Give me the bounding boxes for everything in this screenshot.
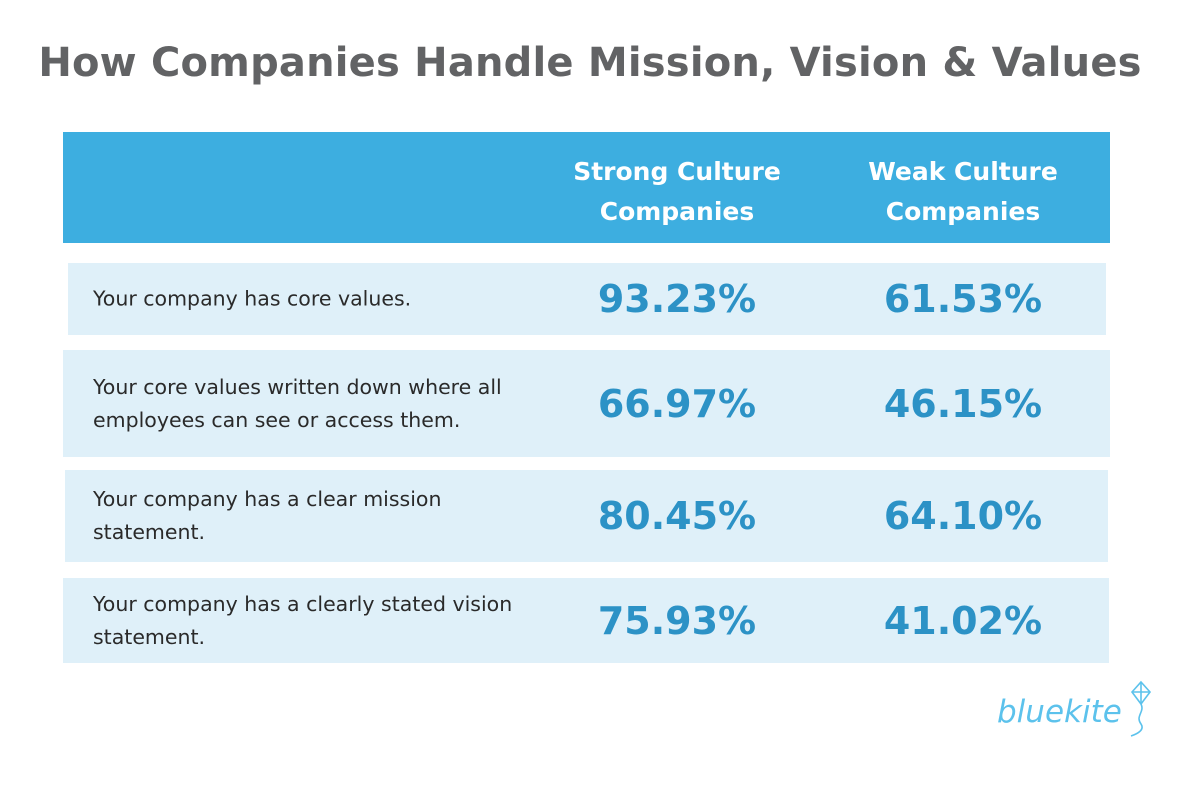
logo-wordmark: bluekite bbox=[997, 694, 1122, 730]
value-weak: 61.53% bbox=[883, 277, 1043, 321]
table-row: Your core values written down where all … bbox=[63, 350, 1110, 457]
row-label: Your core values written down where all … bbox=[93, 374, 502, 432]
value-strong: 80.45% bbox=[597, 494, 757, 538]
value-strong: 66.97% bbox=[597, 381, 757, 426]
value-weak: 41.02% bbox=[883, 598, 1043, 643]
table-header-bar bbox=[63, 132, 1110, 243]
column-header-strong: Strong Culture Companies bbox=[573, 157, 781, 226]
table-row: Your company has a clear mission stateme… bbox=[65, 470, 1108, 562]
row-label: Your company has a clearly stated vision… bbox=[93, 591, 513, 649]
row-label: Your company has a clear mission stateme… bbox=[93, 487, 442, 544]
bluekite-logo: bluekite bbox=[997, 680, 1152, 737]
table-row: Your company has core values. 93.23% 61.… bbox=[68, 263, 1106, 335]
chart-title: How Companies Handle Mission, Vision & V… bbox=[38, 40, 1142, 86]
value-weak: 46.15% bbox=[883, 381, 1043, 426]
table-row: Your company has a clearly stated vision… bbox=[63, 578, 1109, 663]
kite-icon bbox=[1130, 680, 1152, 737]
value-weak: 64.10% bbox=[883, 494, 1043, 538]
value-strong: 75.93% bbox=[597, 598, 757, 643]
row-label: Your company has core values. bbox=[93, 286, 412, 311]
value-strong: 93.23% bbox=[597, 277, 757, 321]
column-header-weak: Weak Culture Companies bbox=[868, 157, 1058, 226]
